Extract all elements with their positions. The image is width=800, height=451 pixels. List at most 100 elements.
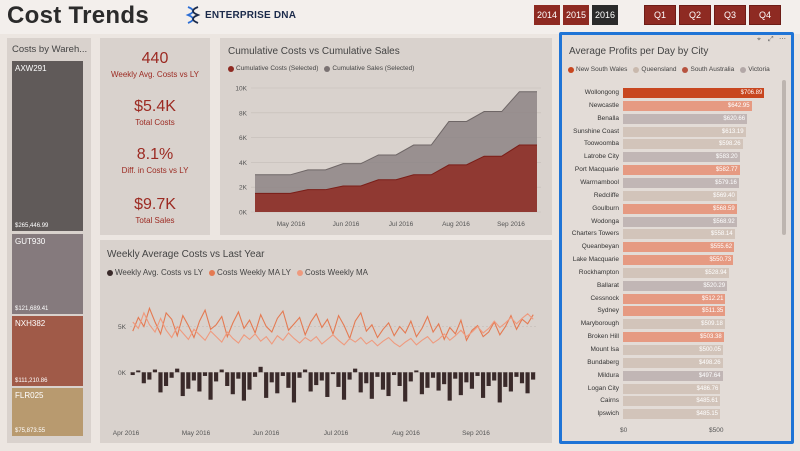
legend-dot — [297, 269, 303, 276]
x-tick-label: May 2016 — [277, 221, 306, 228]
quarter-button-q1[interactable]: Q1 — [644, 5, 676, 25]
focus-mode-icon[interactable]: ⤢ — [768, 36, 774, 43]
city-value-label: $555.62 — [710, 244, 733, 251]
year-button-2014[interactable]: 2014 — [534, 5, 560, 25]
weekly-bar — [258, 366, 263, 373]
city-bar[interactable] — [623, 203, 737, 214]
cumulative-legend: Cumulative Costs (Selected) Cumulative S… — [228, 65, 414, 72]
weekly-bar — [458, 372, 463, 396]
weekly-bar — [442, 372, 447, 385]
city-bar[interactable] — [623, 139, 743, 150]
city-label: Maryborough — [580, 320, 619, 328]
x-tick-label: Jul 2016 — [324, 430, 349, 437]
legend-item[interactable]: Costs Weekly MA — [297, 268, 368, 277]
weekly-bar — [347, 372, 352, 380]
legend-item[interactable]: South Australia — [682, 66, 734, 73]
city-bar[interactable] — [623, 383, 721, 394]
weekly-bar — [286, 372, 291, 388]
city-bar[interactable] — [623, 267, 729, 278]
treemap-block-name: NXH382 — [15, 319, 46, 328]
city-value-label: $582.77 — [715, 167, 738, 174]
legend-item[interactable]: Cumulative Sales (Selected) — [324, 65, 414, 72]
city-bar[interactable] — [623, 229, 735, 240]
city-bar[interactable] — [623, 357, 723, 368]
city-bar[interactable] — [623, 126, 746, 137]
treemap-block-nxh382[interactable]: NXH382 $111,210.86 — [12, 316, 83, 386]
more-options-icon[interactable]: ⋯ — [779, 36, 786, 43]
weekly-bar — [191, 372, 196, 381]
city-bar[interactable] — [623, 100, 752, 111]
weekly-bar — [453, 372, 458, 379]
city-bar[interactable] — [623, 177, 739, 188]
x-tick-label: May 2016 — [182, 430, 211, 437]
weekly-bar — [208, 372, 213, 400]
cumulative-chart: 0K 2K 4K 6K 8K 10K May 2016 Jun 2016 Jul 2016 Aug… — [235, 86, 541, 228]
weekly-bar — [180, 372, 185, 397]
city-label: Mount Isa — [590, 346, 619, 353]
city-bar[interactable] — [623, 345, 723, 355]
scrollbar[interactable] — [782, 80, 786, 235]
legend-item[interactable]: New South Wales — [568, 66, 627, 73]
city-bar[interactable] — [623, 216, 737, 227]
treemap-block-gut930[interactable]: GUT930 $121,689.41 — [12, 234, 83, 314]
treemap-block-axw291[interactable]: AXW291 $265,446.99 — [12, 61, 83, 231]
city-value-label: $568.59 — [713, 205, 735, 212]
weekly-bar — [214, 372, 219, 382]
weekly-bar — [375, 372, 380, 377]
quarter-button-q4[interactable]: Q4 — [749, 5, 781, 25]
weekly-bar — [303, 369, 308, 373]
legend-item[interactable]: Weekly Avg. Costs vs LY — [107, 268, 203, 277]
weekly-bar — [186, 372, 191, 389]
weekly-bar — [531, 372, 536, 380]
weekly-legend: Weekly Avg. Costs vs LY Costs Weekly MA … — [107, 268, 368, 277]
legend-item[interactable]: Queensland — [633, 66, 676, 73]
weekly-bar — [275, 372, 280, 394]
year-button-2015[interactable]: 2015 — [563, 5, 589, 25]
city-value-label: $568.92 — [713, 218, 735, 225]
kpi-value: 8.1% — [136, 146, 174, 163]
weekly-bar — [230, 372, 235, 395]
weekly-bar — [430, 372, 436, 378]
weekly-bar — [514, 372, 519, 377]
quarter-button-q3[interactable]: Q3 — [714, 5, 746, 25]
weekly-bar — [163, 372, 169, 386]
city-value-label: $498.26 — [698, 359, 721, 366]
city-value-label: $520.29 — [703, 282, 726, 289]
x-tick-label: Jul 2016 — [389, 221, 414, 228]
weekly-bar — [386, 372, 391, 397]
quarter-button-q2[interactable]: Q2 — [679, 5, 711, 25]
city-bar[interactable] — [623, 280, 728, 291]
city-bar[interactable] — [623, 255, 734, 266]
city-bar[interactable] — [623, 88, 765, 98]
city-bar[interactable] — [623, 332, 724, 343]
weekly-bar — [464, 372, 469, 383]
city-bar[interactable] — [623, 190, 737, 201]
x-tick-label: Sep 2016 — [462, 430, 490, 437]
year-button-2016[interactable]: 2016 — [592, 5, 618, 25]
city-bar[interactable] — [623, 319, 725, 330]
pin-icon[interactable]: ⌖ — [757, 36, 761, 43]
city-bar[interactable] — [623, 370, 723, 381]
weekly-bar — [519, 372, 525, 384]
city-bar[interactable] — [623, 113, 748, 124]
legend-item[interactable]: Costs Weekly MA LY — [209, 268, 291, 277]
city-bar[interactable] — [623, 409, 721, 420]
weekly-bar — [336, 372, 341, 387]
legend-label: Victoria — [748, 66, 770, 73]
city-bar[interactable] — [623, 293, 726, 304]
city-bar[interactable] — [623, 165, 740, 176]
legend-item[interactable]: Victoria — [740, 66, 770, 73]
enterprise-dna-logo: ENTERPRISE DNA — [185, 6, 296, 24]
city-label: Bundaberg — [587, 358, 619, 366]
city-bar[interactable] — [623, 152, 740, 163]
city-bar[interactable] — [623, 242, 735, 253]
legend-dot — [633, 66, 640, 73]
y-tick-label: 6K — [239, 135, 248, 142]
city-bar[interactable] — [623, 306, 726, 317]
city-value-label: $583.20 — [715, 154, 738, 161]
legend-dot — [209, 269, 216, 276]
weekly-bar — [369, 372, 374, 399]
legend-item[interactable]: Cumulative Costs (Selected) — [228, 65, 318, 72]
treemap-block-flr025[interactable]: FLR025 $75,873.55 — [12, 388, 83, 436]
city-bar[interactable] — [623, 396, 721, 407]
